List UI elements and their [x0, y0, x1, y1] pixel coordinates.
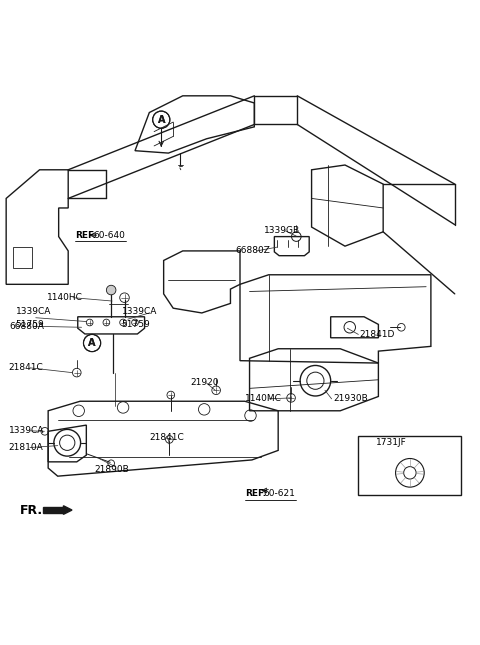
Text: A: A [88, 338, 96, 348]
Text: 21920: 21920 [190, 378, 218, 386]
Text: 60-621: 60-621 [263, 489, 295, 498]
Text: 60-640: 60-640 [94, 231, 125, 240]
Text: A: A [88, 338, 96, 348]
Text: REF.: REF. [75, 231, 96, 240]
Text: 1140MC: 1140MC [245, 394, 282, 403]
Text: 1339CA: 1339CA [121, 306, 157, 315]
Text: 21841D: 21841D [360, 330, 395, 339]
Text: 21841C: 21841C [9, 363, 43, 372]
Text: A: A [157, 115, 165, 124]
Text: 66880A: 66880A [10, 322, 44, 331]
Text: 1731JF: 1731JF [376, 438, 407, 447]
Text: 51759: 51759 [16, 320, 45, 329]
Text: 1140HC: 1140HC [47, 293, 83, 303]
Text: 21810A: 21810A [9, 443, 43, 452]
Text: 21890B: 21890B [95, 464, 129, 473]
Text: 1339GB: 1339GB [264, 226, 300, 235]
Text: REF.: REF. [245, 489, 266, 498]
Text: A: A [157, 115, 165, 124]
Text: FR.: FR. [20, 504, 43, 517]
Text: 51759: 51759 [121, 320, 150, 329]
Text: 21841C: 21841C [149, 433, 184, 442]
Polygon shape [63, 506, 72, 514]
Text: 66880Z: 66880Z [235, 246, 270, 255]
Circle shape [107, 285, 116, 295]
Text: 1339CA: 1339CA [16, 306, 51, 315]
Polygon shape [43, 507, 63, 513]
Text: 1339CA: 1339CA [9, 426, 44, 435]
Text: 21930B: 21930B [333, 394, 368, 403]
